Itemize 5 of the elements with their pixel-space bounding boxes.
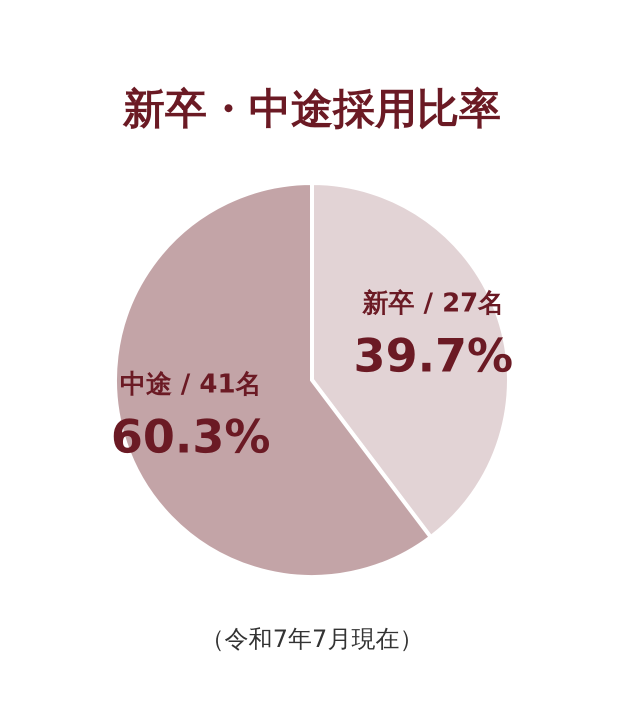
- slice-label: 新卒 / 27名: [361, 288, 504, 318]
- data-label: 39.7%: [354, 328, 514, 382]
- text: （令和7年7月現在）: [200, 625, 424, 653]
- chart-title: 新卒・中途採用比率: [122, 84, 501, 133]
- slice-label: 中途 / 41名: [120, 370, 262, 400]
